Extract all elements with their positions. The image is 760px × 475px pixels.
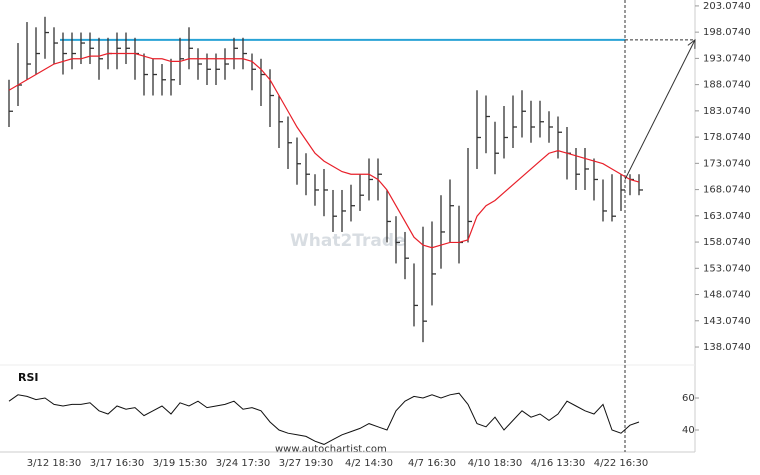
y-tick-label: 198.0740: [703, 27, 751, 38]
x-tick-label: 4/2 14:30: [345, 458, 393, 469]
y-tick-label: 203.0740: [703, 1, 751, 12]
y-tick-label: 138.0740: [703, 342, 751, 353]
arrow-head: [687, 38, 696, 49]
y-tick-label: 163.0740: [703, 211, 751, 222]
y-tick-label: 173.0740: [703, 158, 751, 169]
x-tick-label: 4/22 16:30: [594, 458, 648, 469]
rsi-line: [8, 392, 640, 445]
y-tick-label: 153.0740: [703, 263, 751, 274]
y-tick-label: 178.0740: [703, 132, 751, 143]
x-tick-label: 4/10 18:30: [468, 458, 522, 469]
x-tick-label: 3/17 16:30: [90, 458, 144, 469]
y-tick-label: 188.0740: [703, 80, 751, 91]
x-tick-label: 4/16 13:30: [531, 458, 585, 469]
rsi-label: RSI: [18, 371, 39, 384]
x-tick-label: 3/27 19:30: [279, 458, 333, 469]
y-tick-label: 183.0740: [703, 106, 751, 117]
x-tick-label: 3/19 15:30: [153, 458, 207, 469]
moving-average: [8, 52, 640, 249]
source: www.autochartist.com: [275, 444, 387, 455]
y-tick-label: 143.0740: [703, 316, 751, 327]
watermark: What2Trade: [290, 231, 406, 251]
forecast-arrow: [624, 39, 696, 180]
x-tick-label: 3/24 17:30: [216, 458, 270, 469]
rsi-y-tick-label: 40: [682, 425, 695, 436]
x-tick-label: 4/7 16:30: [408, 458, 456, 469]
y-tick-label: 168.0740: [703, 185, 751, 196]
x-tick-label: 3/12 18:30: [27, 458, 81, 469]
y-tick-label: 193.0740: [703, 53, 751, 64]
rsi-y-tick-label: 60: [682, 393, 695, 404]
y-tick-label: 158.0740: [703, 237, 751, 248]
y-tick-label: 148.0740: [703, 290, 751, 301]
